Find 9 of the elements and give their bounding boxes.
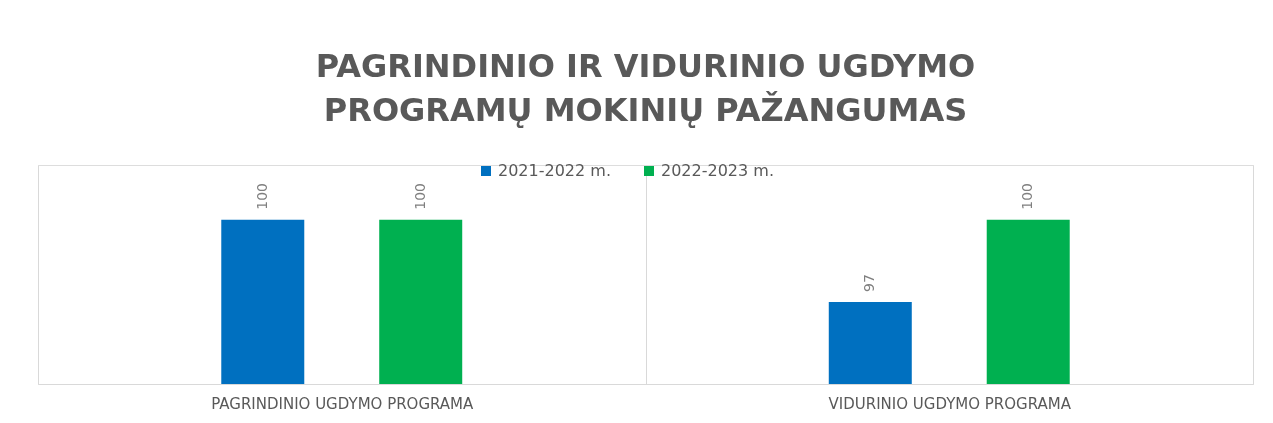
data-label: 100 <box>411 183 428 210</box>
x-tick-label: VIDURINIO UGDYMO PROGRAMA <box>828 394 1072 413</box>
legend-label: 2022-2023 m. <box>661 161 774 180</box>
legend-label: 2021-2022 m. <box>498 161 611 180</box>
x-tick-label: PAGRINDINIO UGDYMO PROGRAMA <box>211 394 475 413</box>
data-label: 97 <box>861 274 878 292</box>
data-label: 100 <box>1019 183 1036 210</box>
chart-title: PAGRINDINIO IR VIDURINIO UGDYMO PROGRAMŲ MOKINIŲ PAŽANGUMAS <box>315 47 976 129</box>
data-label: 100 <box>253 183 270 210</box>
